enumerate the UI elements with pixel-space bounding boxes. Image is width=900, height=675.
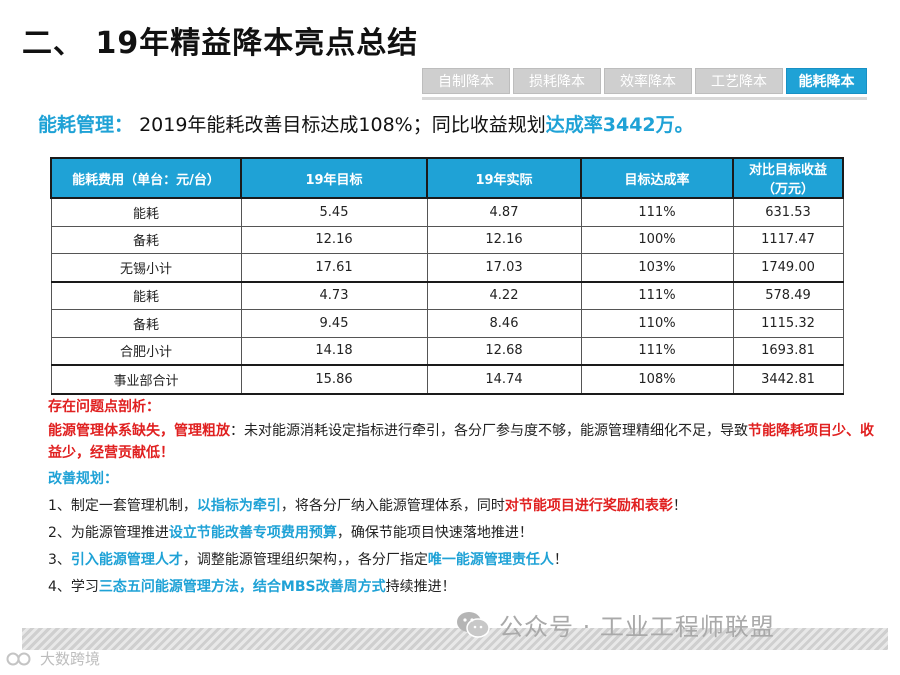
table-row: 事业部合计 15.86 14.74 108% 3442.81 (50, 364, 844, 395)
cell-benefit: 1693.81 (732, 336, 844, 366)
col-header-benefit: 对比目标收益（万元） (732, 157, 844, 199)
cell-item: 备耗 (50, 225, 242, 254)
improvement-item: 4、学习三态五问能源管理方法，结合MBS改善周方式持续推进！ (48, 576, 878, 598)
analysis-paragraph: 能源管理体系缺失，管理粗放：未对能源消耗设定指标进行牵引，各分厂参与度不够，能源… (48, 420, 878, 464)
cell-actual: 12.68 (426, 336, 582, 366)
analysis-tail: 节能降耗项目少、收益少，经营贡献低！ (48, 423, 874, 461)
table-header-row: 能耗费用（单台：元/台） 19年目标 19年实际 目标达成率 对比目标收益（万元… (50, 157, 844, 199)
cell-rate: 100% (580, 225, 734, 254)
cell-target: 17.61 (240, 253, 428, 283)
cell-benefit: 578.49 (732, 281, 844, 310)
watermark-text: 公众号 · 工业工程师联盟 (499, 613, 775, 641)
table-row: 备耗 12.16 12.16 100% 1117.47 (50, 225, 844, 254)
item-text: ，调整能源管理组织架构，，各分厂指定 (182, 552, 428, 568)
tab-self-made[interactable]: 自制降本 (422, 68, 510, 94)
table-row: 能耗 4.73 4.22 111% 578.49 (50, 281, 844, 310)
summary-highlight: 达成率3442万。 (545, 114, 694, 136)
tab-bar: 自制降本 损耗降本 效率降本 工艺降本 能耗降本 (422, 68, 867, 94)
item-text: 持续推进！ (385, 579, 456, 595)
footer-stripe (22, 628, 888, 650)
table-row: 合肥小计 14.18 12.68 111% 1693.81 (50, 336, 844, 366)
corner-brand: 大数跨境 (6, 648, 100, 669)
cell-rate: 111% (580, 281, 734, 310)
cell-rate: 110% (580, 309, 734, 338)
cell-rate: 111% (580, 336, 734, 366)
item-text: 1、制定一套管理机制， (48, 498, 197, 514)
summary-label: 能耗管理： (38, 114, 134, 136)
summary-line: 能耗管理： 2019年能耗改善目标达成108%；同比收益规划达成率3442万。 (38, 110, 694, 137)
col-header-actual: 19年实际 (426, 157, 582, 199)
item-highlight: 以指标为牵引 (196, 498, 281, 514)
tab-loss[interactable]: 损耗降本 (513, 68, 601, 94)
cell-actual: 14.74 (426, 364, 582, 395)
analysis-title: 存在问题点剖析： (48, 399, 160, 415)
wechat-icon (457, 611, 490, 638)
item-text: ，确保节能项目快速落地推进！ (336, 525, 533, 541)
item-highlight: 设立节能改善专项费用预算 (168, 525, 337, 541)
cell-actual: 17.03 (426, 253, 582, 283)
item-emphasis: 对节能项目进行奖励和表彰 (504, 498, 673, 514)
cell-target: 12.16 (240, 225, 428, 254)
cell-target: 15.86 (240, 364, 428, 395)
brand-logo-icon (6, 652, 31, 665)
item-text: ，将各分厂纳入能源管理体系，同时 (280, 498, 505, 514)
table-row: 能耗 5.45 4.87 111% 631.53 (50, 197, 844, 227)
tab-energy[interactable]: 能耗降本 (786, 68, 867, 94)
table-row: 备耗 9.45 8.46 110% 1115.32 (50, 309, 844, 338)
cell-benefit: 631.53 (732, 197, 844, 227)
cell-item: 事业部合计 (50, 364, 242, 395)
cell-target: 4.73 (240, 281, 428, 310)
cell-item: 无锡小计 (50, 253, 242, 283)
cell-item: 能耗 (50, 281, 242, 310)
cell-target: 9.45 (240, 309, 428, 338)
summary-text: 2019年能耗改善目标达成108%；同比收益规划 (139, 114, 546, 136)
tab-efficiency[interactable]: 效率降本 (604, 68, 692, 94)
cell-item: 合肥小计 (50, 336, 242, 366)
corner-text: 大数跨境 (40, 650, 101, 668)
page-title: 二、 19年精益降本亮点总结 (22, 26, 419, 61)
item-text: 3、 (48, 552, 71, 568)
item-highlight: 三态五问能源管理方法，结合MBS改善周方式 (98, 579, 386, 595)
item-text: ！ (553, 552, 568, 568)
cell-benefit: 1749.00 (732, 253, 844, 283)
cell-benefit: 1117.47 (732, 225, 844, 254)
cell-actual: 4.87 (426, 197, 582, 227)
watermark: 公众号 · 工业工程师联盟 (455, 607, 775, 642)
cell-target: 14.18 (240, 336, 428, 366)
item-highlight: 引入能源管理人才 (70, 552, 183, 568)
col-header-target: 19年目标 (240, 157, 428, 199)
cell-benefit: 1115.32 (732, 309, 844, 338)
item-text: ！ (672, 498, 687, 514)
tab-process[interactable]: 工艺降本 (695, 68, 783, 94)
cell-benefit: 3442.81 (732, 364, 844, 395)
cell-actual: 12.16 (426, 225, 582, 254)
cell-item: 能耗 (50, 197, 242, 227)
cell-rate: 103% (580, 253, 734, 283)
analysis-lead: 能源管理体系缺失，管理粗放 (48, 423, 230, 439)
energy-cost-table: 能耗费用（单台：元/台） 19年目标 19年实际 目标达成率 对比目标收益（万元… (50, 157, 844, 395)
improvement-item: 2、为能源管理推进设立节能改善专项费用预算，确保节能项目快速落地推进！ (48, 522, 878, 544)
item-text: 4、学习 (48, 579, 99, 595)
item-text: 2、为能源管理推进 (48, 525, 169, 541)
analysis-section: 存在问题点剖析： 能源管理体系缺失，管理粗放：未对能源消耗设定指标进行牵引，各分… (48, 396, 878, 598)
cell-target: 5.45 (240, 197, 428, 227)
item-highlight: 唯一能源管理责任人 (427, 552, 554, 568)
cell-actual: 4.22 (426, 281, 582, 310)
improvement-item: 3、引入能源管理人才，调整能源管理组织架构，，各分厂指定唯一能源管理责任人！ (48, 549, 878, 571)
cell-item: 备耗 (50, 309, 242, 338)
cell-actual: 8.46 (426, 309, 582, 338)
col-header-rate: 目标达成率 (580, 157, 734, 199)
cell-rate: 111% (580, 197, 734, 227)
improvement-item: 1、制定一套管理机制，以指标为牵引，将各分厂纳入能源管理体系，同时对节能项目进行… (48, 495, 878, 517)
analysis-body: ：未对能源消耗设定指标进行牵引，各分厂参与度不够，能源管理精细化不足，导致 (230, 423, 748, 439)
cell-rate: 108% (580, 364, 734, 395)
col-header-cost: 能耗费用（单台：元/台） (50, 157, 242, 199)
table-row: 无锡小计 17.61 17.03 103% 1749.00 (50, 253, 844, 283)
tab-divider (422, 97, 867, 100)
improvement-title: 改善规划： (48, 471, 118, 487)
